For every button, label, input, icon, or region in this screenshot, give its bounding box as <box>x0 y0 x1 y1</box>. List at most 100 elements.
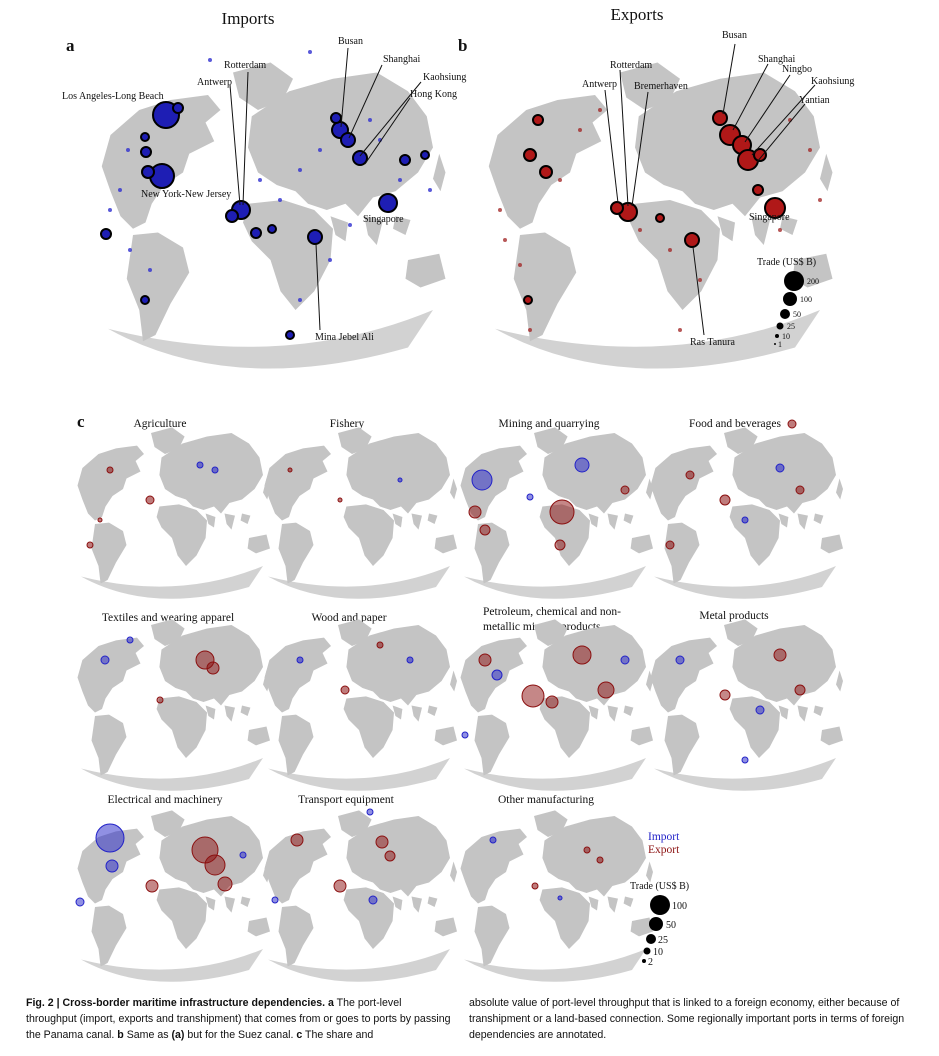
panel-b-size-legend: Trade (US$ B) 200 100 50 25 10 1 <box>757 257 819 349</box>
sector-title: Metal products <box>699 610 769 622</box>
port-marker <box>352 150 368 166</box>
port-label: New York-New Jersey <box>141 189 231 200</box>
port-label: Ningbo <box>782 64 812 75</box>
legend-import-label: Import <box>648 831 680 843</box>
panel-b-small-dots <box>498 108 822 332</box>
panel-b-port-labels: Busan Shanghai Ningbo Kaohsiung Yantian … <box>582 30 854 348</box>
legend-circle <box>643 947 651 955</box>
port-label: Bremerhaven <box>634 81 688 92</box>
port-marker <box>172 102 184 114</box>
port-marker <box>399 154 411 166</box>
sector-title: Electrical and machinery <box>108 794 223 806</box>
panel-a-letter: a <box>66 36 75 55</box>
port-label: Busan <box>338 36 363 47</box>
panel-a-port-labels: Los Angeles-Long Beach Antwerp Rotterdam… <box>62 36 466 343</box>
legend-circle <box>784 271 804 291</box>
sector-title: Textiles and wearing apparel <box>102 612 234 624</box>
sector-map-other <box>460 810 653 982</box>
caption-letter-c: c <box>296 1029 303 1041</box>
legend-circle <box>649 917 663 931</box>
sector-map-metal <box>650 619 843 791</box>
port-marker <box>340 132 356 148</box>
port-label: Yantian <box>799 95 830 106</box>
port-marker <box>307 229 323 245</box>
port-marker <box>225 209 239 223</box>
caption-text-1: The port-level throughput (import, expor… <box>26 997 451 1041</box>
legend-value: 100 <box>672 901 687 912</box>
sector-map-wood <box>264 619 457 791</box>
legend-circle <box>776 322 784 330</box>
caption-letter-a: a <box>325 997 334 1009</box>
port-marker <box>140 146 152 158</box>
port-marker <box>378 193 398 213</box>
port-label: Los Angeles-Long Beach <box>62 91 164 102</box>
caption-fig-label: Fig. 2 | Cross-border maritime infrastru… <box>26 997 326 1009</box>
legend-circle <box>780 309 790 319</box>
port-label: Busan <box>722 30 747 41</box>
port-marker <box>285 330 295 340</box>
port-marker <box>655 213 665 223</box>
legend-value: 10 <box>782 332 790 341</box>
legend-title: Trade (US$ B) <box>630 881 689 892</box>
sector-title: Other manufacturing <box>498 794 594 806</box>
port-label: Mina Jebel Ali <box>315 332 374 343</box>
sector-title: Agriculture <box>133 418 186 430</box>
sector-map-agriculture <box>77 427 270 599</box>
port-marker <box>753 148 767 162</box>
panel-c-sector-titles: Agriculture Fishery Mining and quarrying… <box>102 418 782 806</box>
port-marker <box>764 197 786 219</box>
port-marker <box>532 114 544 126</box>
port-marker <box>140 132 150 142</box>
legend-value: 25 <box>658 935 668 946</box>
port-label: Rotterdam <box>610 60 652 71</box>
legend-export-label: Export <box>648 844 680 856</box>
figure-caption-left: Fig. 2 | Cross-border maritime infrastru… <box>26 995 454 1043</box>
panel-a-small-dots <box>108 50 432 302</box>
legend-value: 200 <box>807 277 819 286</box>
panel-c-small-maps <box>77 427 843 982</box>
caption-paren-a: (a) <box>171 1029 185 1041</box>
panel-a-leaders <box>229 47 422 331</box>
legend-value: 10 <box>653 947 663 958</box>
port-marker <box>684 232 700 248</box>
panel-b-title: Exports <box>611 5 664 24</box>
port-label: Singapore <box>749 212 790 223</box>
caption-text-3: but for the Suez canal. <box>184 1029 297 1041</box>
caption-text-2: Same as <box>123 1029 172 1041</box>
port-label: Kaohsiung <box>423 72 466 83</box>
sector-title: Transport equipment <box>298 794 395 806</box>
legend-title: Trade (US$ B) <box>757 257 816 268</box>
port-marker <box>523 148 537 162</box>
legend-circle <box>775 334 779 338</box>
port-marker <box>250 227 262 239</box>
figure-caption-right: absolute value of port-level throughput … <box>469 995 909 1043</box>
caption-text-col2: absolute value of port-level throughput … <box>469 997 905 1041</box>
port-label: Antwerp <box>197 77 232 88</box>
legend-value: 100 <box>800 295 812 304</box>
figure-canvas: Imports a <box>62 5 854 982</box>
legend-value: 50 <box>666 920 676 931</box>
port-marker <box>712 110 728 126</box>
port-label: Hong Kong <box>410 89 457 100</box>
port-marker <box>267 224 277 234</box>
panel-b-letter: b <box>458 36 467 55</box>
panel-a: Imports a <box>62 9 466 369</box>
port-marker <box>100 228 112 240</box>
port-marker <box>141 165 155 179</box>
legend-circle <box>783 292 797 306</box>
port-label: Antwerp <box>582 79 617 90</box>
sector-map-food <box>650 427 843 599</box>
port-marker <box>752 184 764 196</box>
legend-value: 2 <box>648 957 653 968</box>
port-label: Singapore <box>363 214 404 225</box>
legend-value: 50 <box>793 310 801 319</box>
port-label: Shanghai <box>383 54 420 65</box>
port-marker <box>523 295 533 305</box>
port-marker <box>330 112 342 124</box>
panel-a-port-markers <box>100 101 430 340</box>
panel-b-leaders <box>604 43 816 336</box>
sector-title: Wood and paper <box>311 612 386 624</box>
legend-circle <box>774 343 776 345</box>
port-marker <box>610 201 624 215</box>
sector-map-fishery <box>264 427 457 599</box>
